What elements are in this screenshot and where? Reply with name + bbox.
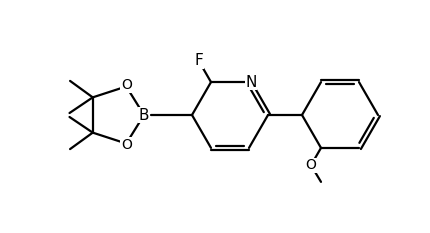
Text: N: N bbox=[245, 75, 257, 90]
Text: B: B bbox=[139, 107, 149, 123]
Text: O: O bbox=[306, 158, 316, 172]
Text: O: O bbox=[121, 79, 132, 93]
Text: F: F bbox=[194, 53, 203, 68]
Text: O: O bbox=[121, 137, 132, 151]
